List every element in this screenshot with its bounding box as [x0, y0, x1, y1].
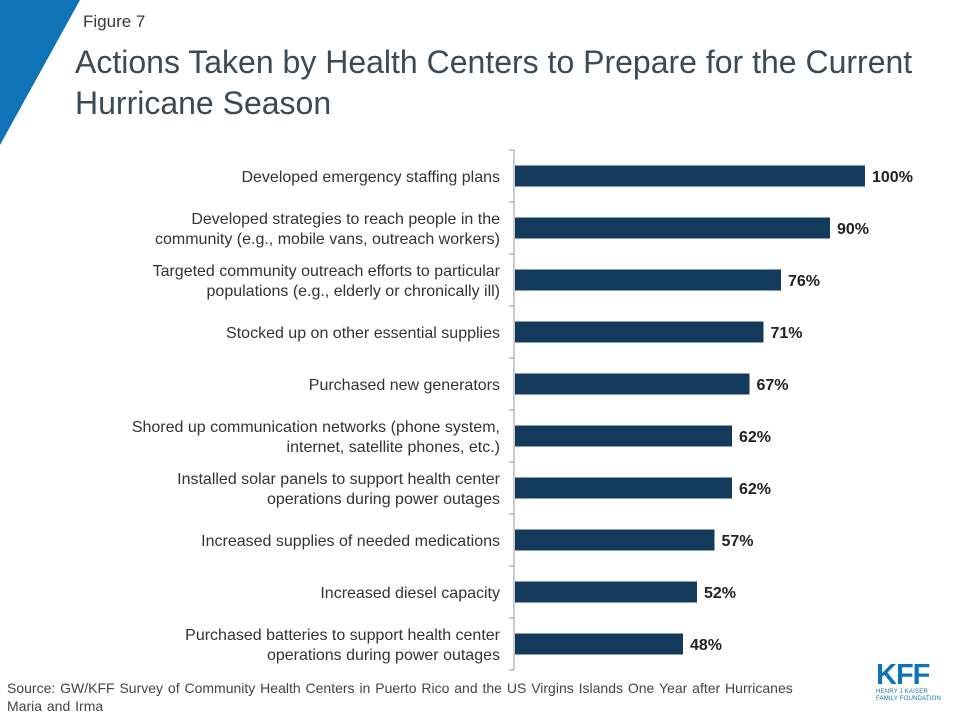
category-label: Installed solar panels to support health… [177, 471, 501, 508]
data-label: 52% [704, 585, 736, 602]
category-label: Purchased new generators [309, 377, 500, 394]
bar [515, 581, 697, 603]
figure-label: Figure 7 [83, 12, 146, 31]
data-label: 48% [690, 637, 722, 654]
bar [515, 425, 732, 447]
data-label: 76% [788, 273, 820, 290]
category-label: Shored up communication networks (phone … [132, 419, 500, 456]
category-label: Increased supplies of needed medications [201, 533, 500, 550]
bar [515, 165, 865, 187]
data-label: 67% [757, 377, 789, 394]
bar [515, 321, 764, 343]
category-label: Purchased batteries to support health ce… [185, 627, 501, 664]
corner-accent-triangle [0, 0, 80, 145]
data-label: 90% [837, 221, 869, 238]
data-label: 71% [771, 325, 803, 342]
kff-logo-mark: KFF [876, 659, 930, 691]
category-label: Targeted community outreach efforts to p… [153, 263, 501, 300]
category-label: Developed strategies to reach people in … [155, 211, 500, 248]
bar [515, 269, 781, 291]
data-label: 62% [739, 481, 771, 498]
bar [515, 477, 732, 499]
data-label: 57% [722, 533, 754, 550]
data-label: 62% [739, 429, 771, 446]
category-label: Increased diesel capacity [320, 585, 500, 602]
source-note: Source: GW/KFF Survey of Community Healt… [7, 680, 793, 714]
bar [515, 529, 715, 551]
kff-logo-line2: FAMILY FOUNDATION [876, 696, 942, 702]
chart-title: Actions Taken by Health Centers to Prepa… [75, 44, 913, 121]
bar [515, 373, 750, 395]
kff-logo-line1: HENRY J KAISER [876, 689, 928, 695]
bar [515, 217, 830, 239]
bar [515, 633, 683, 655]
kff-logo: KFF HENRY J KAISER FAMILY FOUNDATION [876, 661, 948, 703]
data-label: 100% [872, 169, 913, 186]
category-label: Stocked up on other essential supplies [226, 325, 500, 342]
category-label: Developed emergency staffing plans [241, 169, 500, 186]
